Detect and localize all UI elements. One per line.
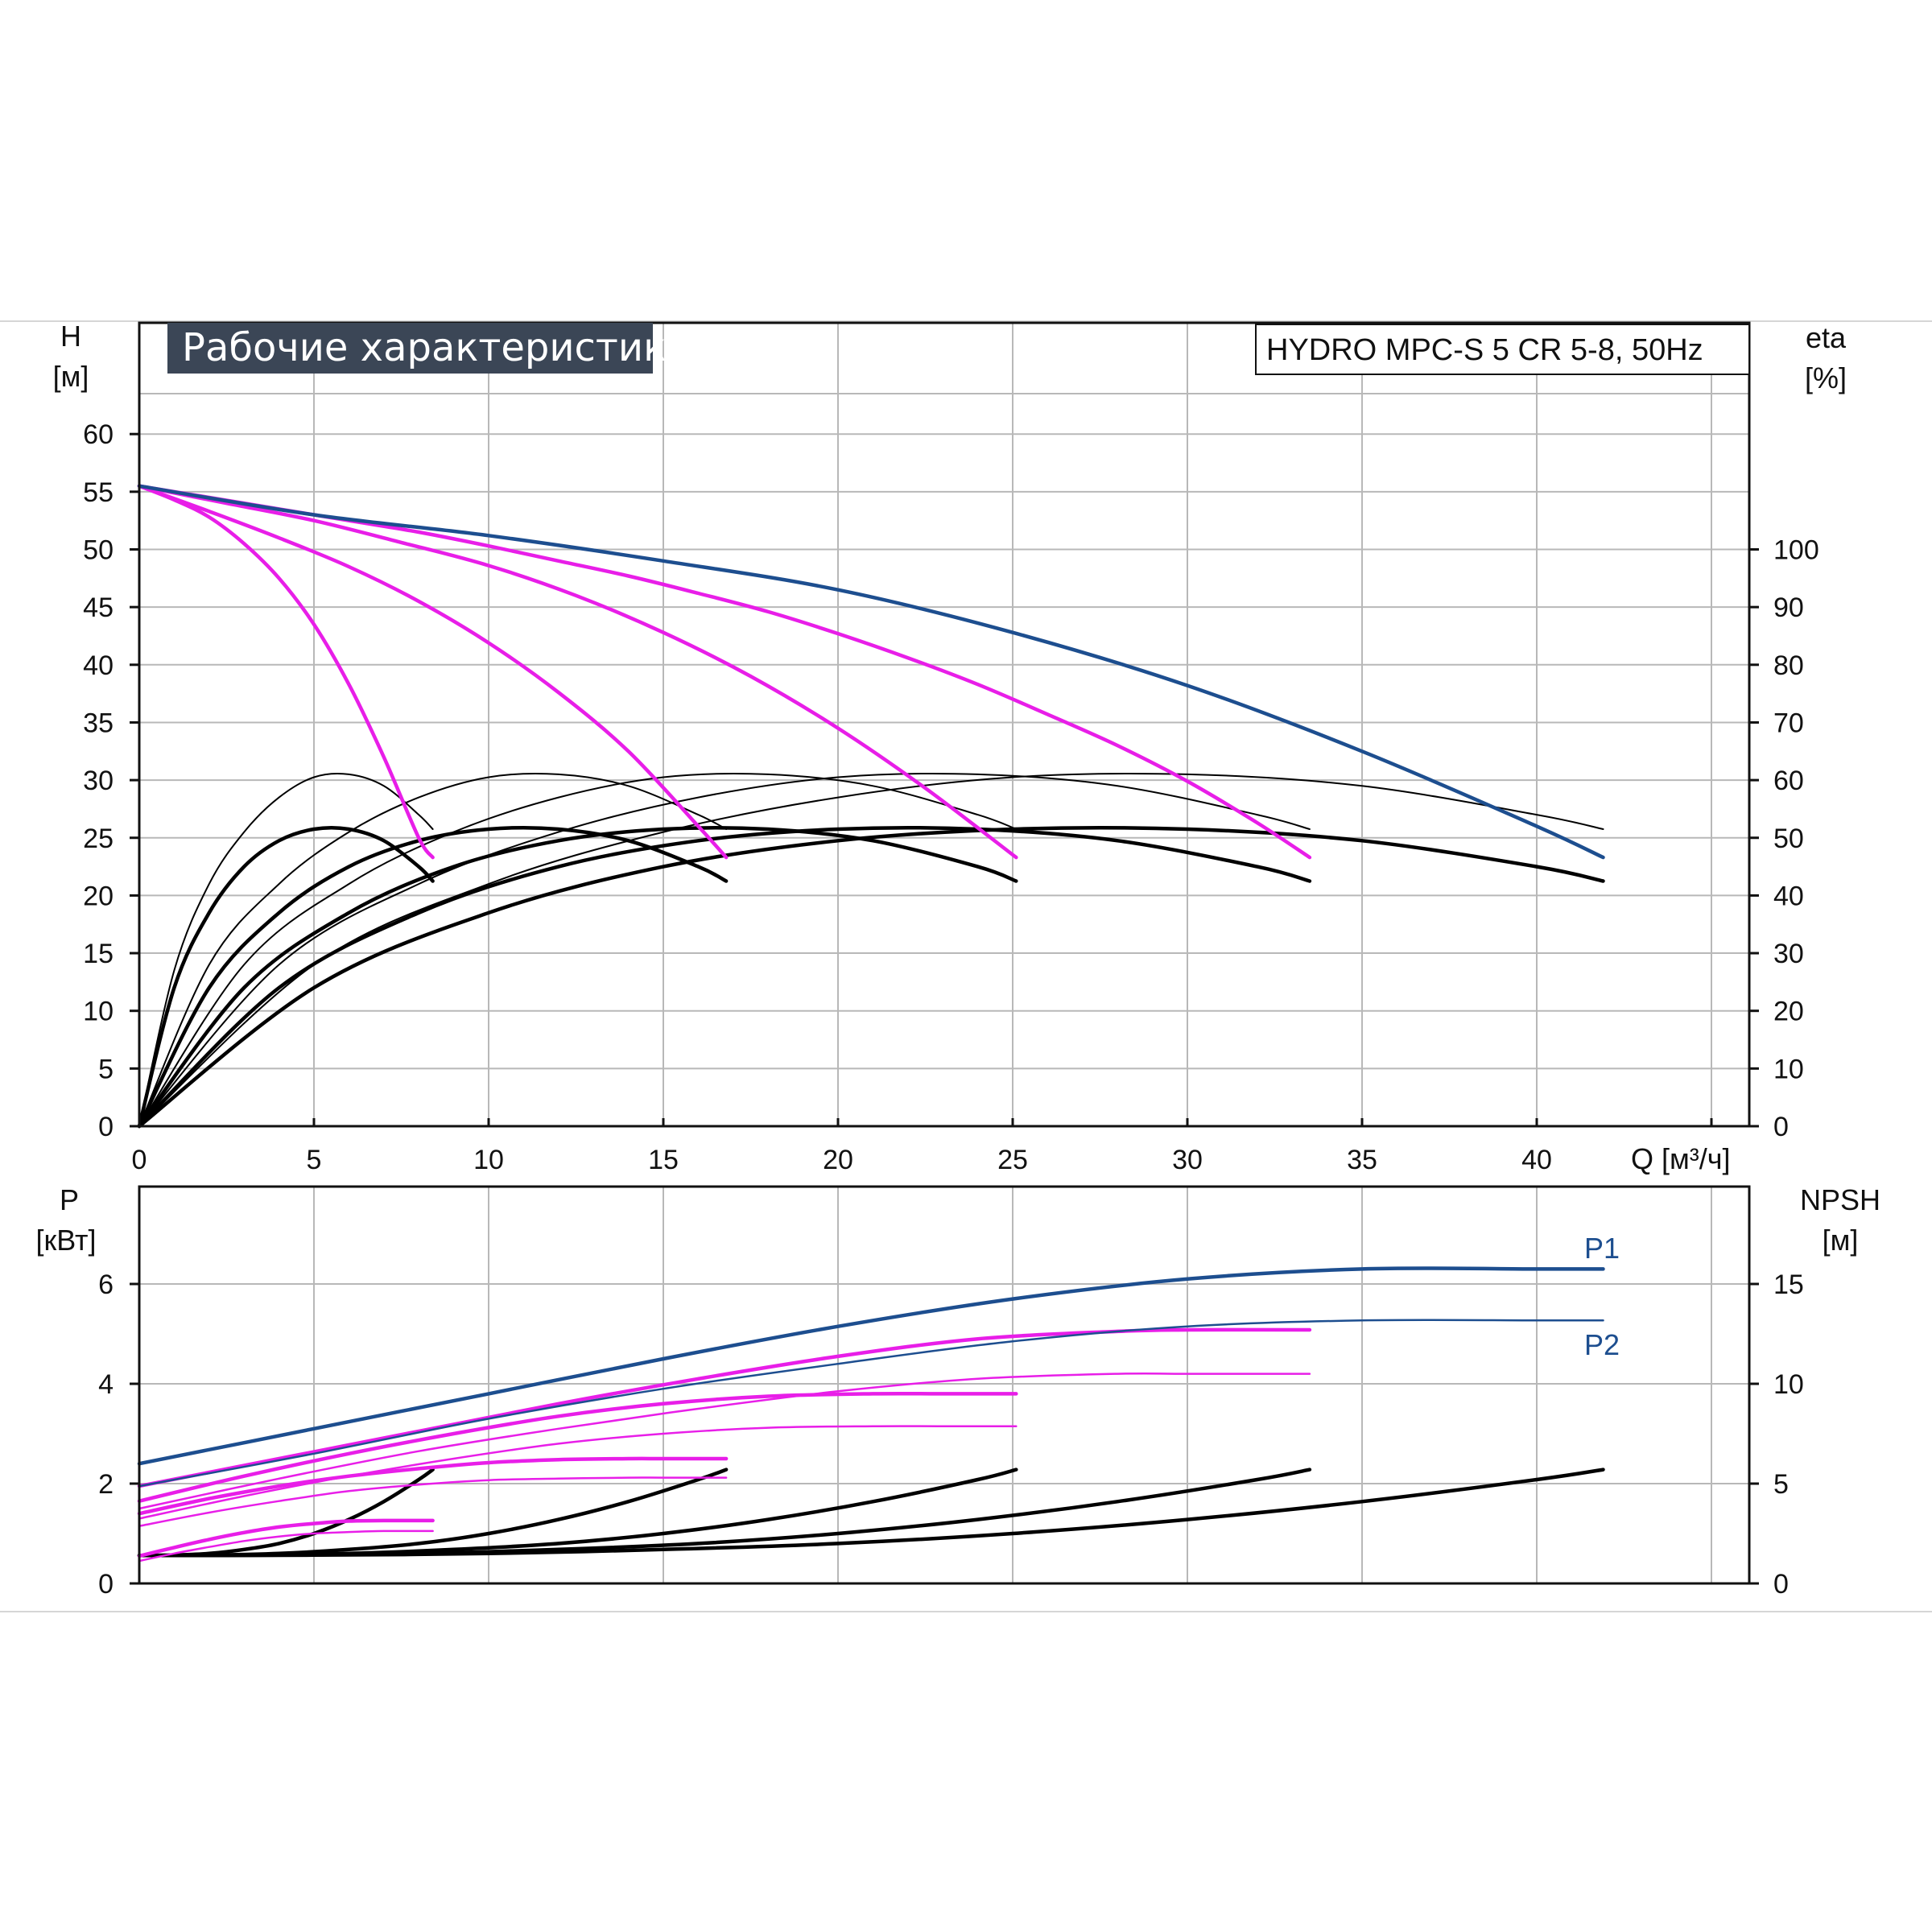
y2-tick-label: 60 xyxy=(1773,766,1804,796)
head-curve-pump xyxy=(137,484,729,860)
efficiency-curve-staged xyxy=(137,825,729,1129)
x-axis-label: Q [м³/ч] xyxy=(1631,1142,1731,1175)
head-curve-max xyxy=(137,484,1605,860)
y2-axis-label: eta xyxy=(1806,321,1847,354)
head-curve-pump xyxy=(137,484,1018,860)
power-p2-curve xyxy=(138,1476,728,1527)
efficiency-curve xyxy=(138,772,1311,1127)
y-tick-label: 25 xyxy=(83,824,114,854)
npsh-tick-label: 10 xyxy=(1773,1369,1804,1400)
y2-tick-label: 30 xyxy=(1773,939,1804,969)
npsh-axis-label: NPSH xyxy=(1800,1183,1880,1216)
y2-tick-label: 80 xyxy=(1773,650,1804,681)
power-tick-label: 6 xyxy=(98,1269,114,1300)
head-plot-frame xyxy=(138,321,1751,1128)
head-axis-ticks: 0 5 10 15 20 25 30 35 40 0 5 10 15 20 25 30 35 40 45 50 55 60… xyxy=(83,419,1819,1175)
y-tick-label: 60 xyxy=(83,419,114,450)
npsh-tick-label: 0 xyxy=(1773,1569,1789,1600)
model-label: HYDRO MPC-S 5 CR 5-8, 50Hz xyxy=(1266,333,1703,367)
y-tick-label: 55 xyxy=(83,477,114,508)
power-tick-label: 4 xyxy=(98,1369,114,1400)
npsh-curve xyxy=(137,1468,1605,1558)
y2-tick-label: 10 xyxy=(1773,1054,1804,1084)
power-axis-unit: [кВт] xyxy=(35,1224,96,1257)
y-tick-label: 35 xyxy=(83,708,114,738)
power-p1-curve-max xyxy=(137,1266,1605,1466)
chart-title-box xyxy=(167,323,653,374)
y2-tick-label: 40 xyxy=(1773,881,1804,911)
power-curves xyxy=(137,1266,1605,1563)
y-axis-unit: [м] xyxy=(53,360,89,393)
power-p2-curve xyxy=(138,1425,1018,1520)
y-axis-label: H xyxy=(60,320,81,353)
head-curves xyxy=(137,484,1605,1129)
y2-tick-label: 50 xyxy=(1773,824,1804,854)
y2-tick-label: 0 xyxy=(1773,1112,1789,1142)
power-p1-curve xyxy=(137,1518,435,1558)
efficiency-curve-staged xyxy=(137,825,1018,1129)
power-p1-curve xyxy=(137,1391,1018,1503)
x-tick-label: 35 xyxy=(1347,1145,1377,1175)
power-tick-label: 0 xyxy=(98,1569,114,1600)
efficiency-curve xyxy=(138,772,1018,1127)
y2-tick-label: 90 xyxy=(1773,592,1804,623)
x-tick-label: 10 xyxy=(473,1145,504,1175)
y-tick-label: 50 xyxy=(83,535,114,566)
y-tick-label: 0 xyxy=(98,1112,114,1142)
p1-label: P1 xyxy=(1584,1232,1620,1265)
y-tick-label: 5 xyxy=(98,1054,114,1084)
p2-label: P2 xyxy=(1584,1328,1620,1361)
y-tick-label: 40 xyxy=(83,650,114,681)
power-tick-label: 2 xyxy=(98,1469,114,1500)
y2-axis-unit: [%] xyxy=(1805,361,1847,394)
efficiency-curve xyxy=(138,772,434,1127)
x-tick-label: 25 xyxy=(997,1145,1028,1175)
x-tick-label: 20 xyxy=(823,1145,853,1175)
power-axis-label: P xyxy=(60,1183,79,1216)
y-tick-label: 10 xyxy=(83,997,114,1027)
head-curve-pump xyxy=(137,484,435,860)
power-p1-curve xyxy=(137,1456,729,1516)
power-p2-curve xyxy=(138,1530,434,1563)
x-tick-label: 0 xyxy=(132,1145,147,1175)
power-grid xyxy=(139,1187,1749,1583)
npsh-axis-unit: [м] xyxy=(1823,1224,1859,1257)
x-tick-label: 5 xyxy=(307,1145,322,1175)
y2-tick-label: 20 xyxy=(1773,997,1804,1027)
y-tick-label: 45 xyxy=(83,592,114,623)
efficiency-curve xyxy=(138,772,728,1127)
power-axis-ticks: 0 2 4 6 0 5 10 15 xyxy=(98,1269,1804,1600)
npsh-tick-label: 15 xyxy=(1773,1269,1804,1300)
y2-tick-label: 100 xyxy=(1773,535,1819,566)
efficiency-curve-staged xyxy=(137,825,1605,1129)
x-tick-label: 40 xyxy=(1521,1145,1552,1175)
chart-title: Рабочие характеристики xyxy=(182,325,691,370)
power-p2-curve xyxy=(138,1372,1311,1510)
y2-tick-label: 70 xyxy=(1773,708,1804,738)
efficiency-curve-staged xyxy=(137,825,1312,1129)
x-tick-label: 30 xyxy=(1172,1145,1203,1175)
x-tick-label: 15 xyxy=(648,1145,679,1175)
model-box xyxy=(1255,324,1750,375)
npsh-tick-label: 5 xyxy=(1773,1469,1789,1500)
power-p2-curve-max xyxy=(138,1319,1604,1488)
y-tick-label: 30 xyxy=(83,766,114,796)
efficiency-curve xyxy=(138,772,1604,1127)
y-tick-label: 20 xyxy=(83,881,114,911)
y-tick-label: 15 xyxy=(83,939,114,969)
head-grid xyxy=(139,323,1749,1126)
